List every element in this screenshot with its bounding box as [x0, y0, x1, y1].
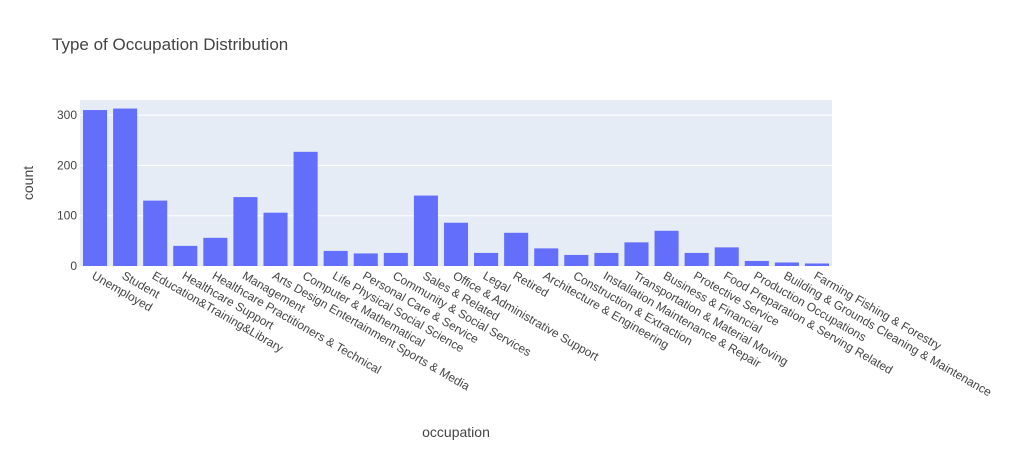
bar[interactable] — [383, 252, 408, 266]
bar[interactable] — [83, 110, 108, 266]
bar[interactable] — [353, 253, 378, 266]
bar[interactable] — [293, 151, 318, 266]
bar[interactable] — [233, 197, 258, 266]
bar[interactable] — [113, 108, 138, 266]
bar[interactable] — [504, 232, 529, 266]
x-axis-title: occupation — [422, 424, 490, 440]
bar[interactable] — [564, 254, 589, 266]
bar[interactable] — [654, 230, 679, 266]
bar[interactable] — [594, 252, 619, 266]
bars — [83, 108, 829, 266]
x-tick-label: Building & Grounds Cleaning & Maintenanc… — [781, 268, 994, 399]
bar[interactable] — [714, 247, 739, 266]
y-tick-label: 300 — [57, 108, 77, 122]
bar[interactable] — [143, 200, 168, 266]
y-axis-title: count — [20, 166, 36, 200]
bar[interactable] — [624, 242, 649, 266]
bar[interactable] — [263, 212, 288, 266]
y-axis-ticks: 0 100 200 300 — [57, 108, 77, 273]
y-tick-label: 100 — [57, 209, 77, 223]
bar[interactable] — [474, 252, 499, 266]
bar[interactable] — [203, 237, 228, 266]
bar[interactable] — [323, 250, 348, 266]
bar[interactable] — [443, 222, 469, 266]
bar[interactable] — [684, 252, 709, 266]
bar[interactable] — [534, 248, 559, 266]
bar[interactable] — [774, 262, 799, 266]
bar[interactable] — [804, 263, 829, 266]
y-tick-label: 0 — [70, 259, 77, 273]
x-axis-ticks: UnemployedStudentEducation&Training&Libr… — [90, 268, 995, 399]
y-tick-label: 200 — [57, 158, 77, 172]
bar[interactable] — [413, 195, 438, 266]
gridlines — [80, 114, 832, 217]
bar[interactable] — [744, 260, 769, 266]
chart-title: Type of Occupation Distribution — [52, 35, 288, 54]
bar[interactable] — [173, 245, 198, 266]
